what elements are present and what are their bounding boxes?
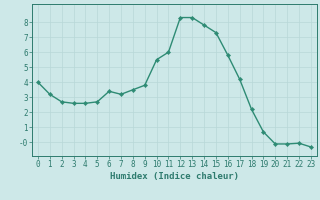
X-axis label: Humidex (Indice chaleur): Humidex (Indice chaleur) [110,172,239,181]
